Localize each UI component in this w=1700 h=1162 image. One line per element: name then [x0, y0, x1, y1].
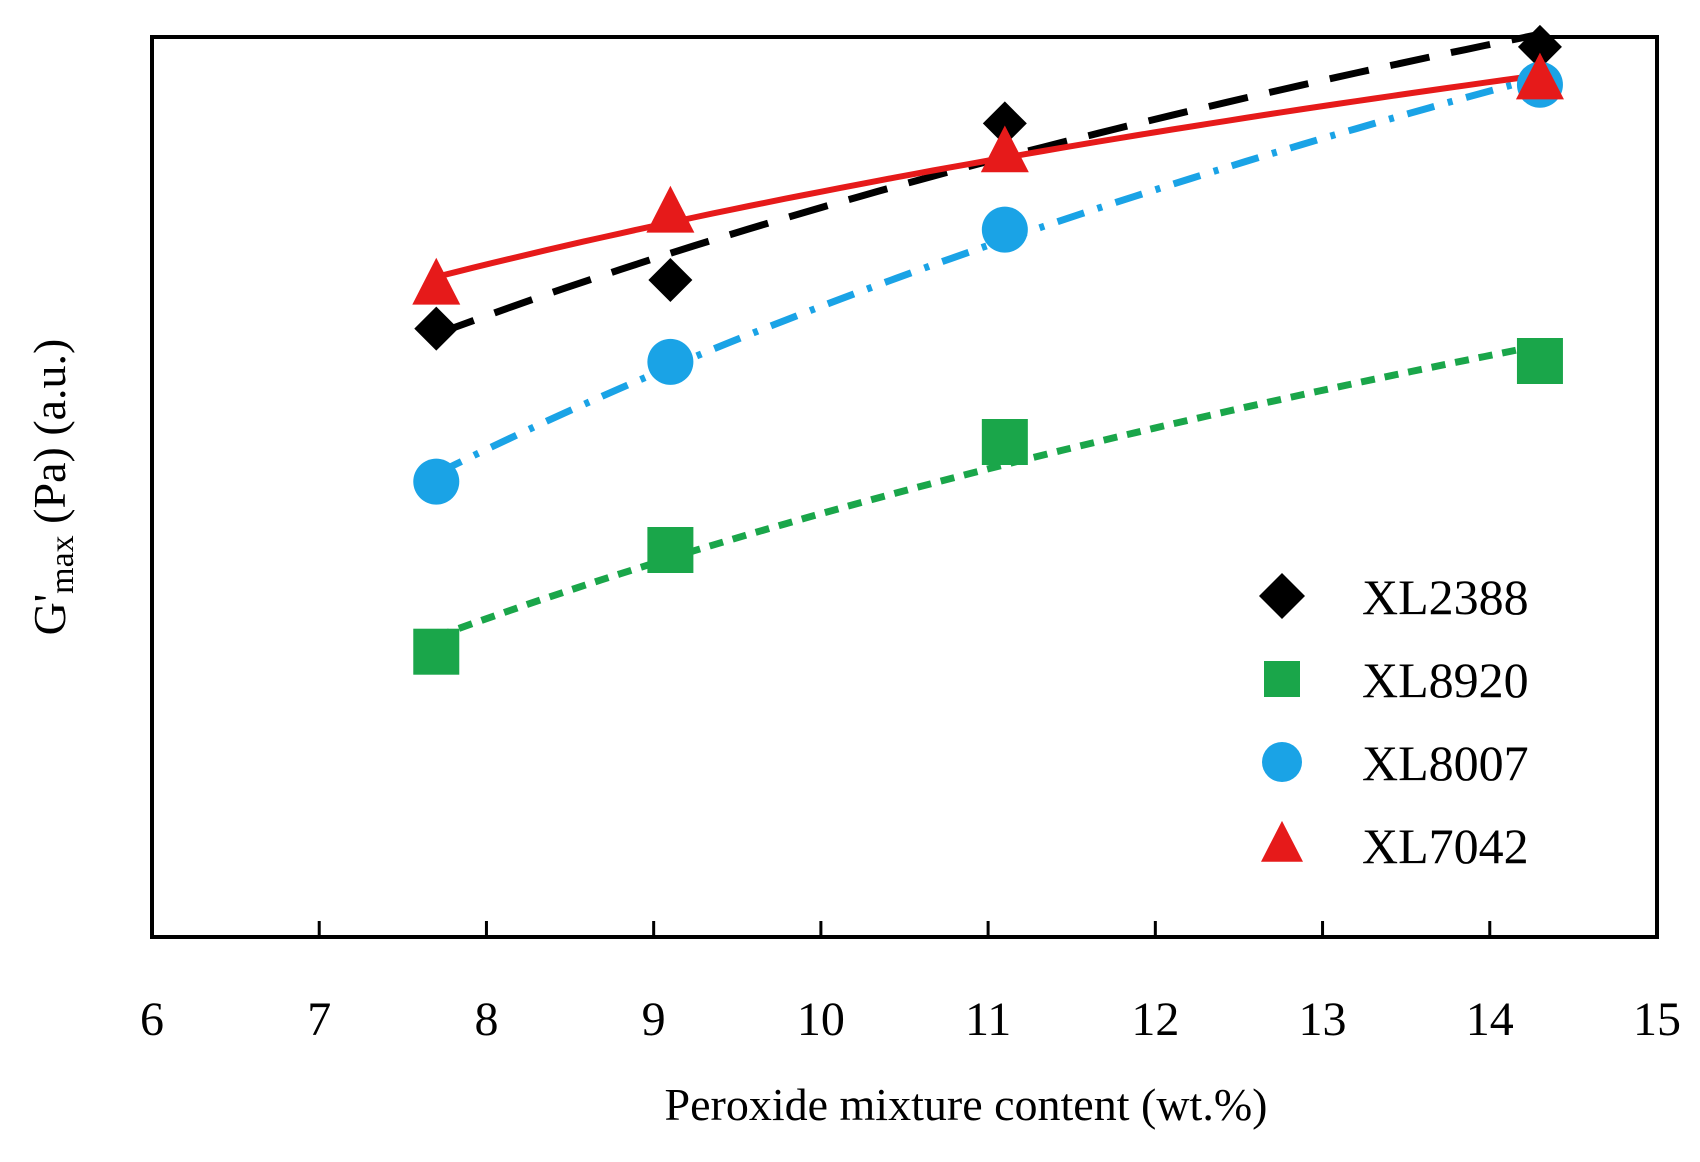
x-tick-label: 9	[642, 993, 666, 1046]
data-point-xl8920	[413, 628, 460, 675]
x-axis-title: Peroxide mixture content (wt.%)	[665, 1079, 1268, 1130]
x-tick-label: 10	[797, 993, 845, 1046]
legend-label-xl8920: XL8920	[1362, 652, 1529, 708]
legend-marker-xl7042	[1261, 820, 1303, 862]
x-axis-ticks: 6 7 8 9 10 11 12 13 14 15	[140, 921, 1681, 1046]
x-tick-label: 14	[1466, 993, 1514, 1046]
y-axis-title-rest: (Pa) (a.u.)	[24, 339, 75, 536]
data-point-xl8920	[647, 527, 694, 573]
x-tick-label: 12	[1131, 993, 1179, 1046]
trend-line-xl8920	[435, 342, 1541, 640]
data-point-xl8920	[981, 419, 1028, 465]
x-tick-label: 11	[965, 993, 1011, 1046]
legend-label-xl7042: XL7042	[1362, 818, 1529, 874]
trend-line-xl8007	[434, 74, 1541, 478]
legend-label-xl2388: XL2388	[1362, 569, 1529, 625]
legend-marker-xl2388	[1259, 573, 1305, 619]
data-point-xl7042	[1515, 52, 1564, 100]
data-point-xl7042	[980, 125, 1029, 173]
x-tick-label: 7	[307, 993, 331, 1046]
x-tick-label: 15	[1633, 993, 1681, 1046]
y-axis-title: G'max (Pa) (a.u.)	[24, 339, 81, 636]
data-point-xl2388	[648, 258, 693, 302]
y-axis-title-main: G'	[24, 594, 75, 636]
data-point-xl2388	[414, 306, 459, 351]
trend-line-xl2388	[435, 30, 1541, 338]
data-point-xl8007	[981, 206, 1028, 253]
x-tick-label: 8	[474, 993, 498, 1046]
x-tick-label: 6	[140, 993, 164, 1046]
legend-marker-xl8920	[1264, 661, 1300, 697]
legend-label-xl8007: XL8007	[1362, 735, 1529, 791]
legend-marker-xl8007	[1262, 742, 1302, 782]
data-point-xl7042	[646, 185, 695, 233]
x-tick-label: 13	[1299, 993, 1347, 1046]
data-point-xl8007	[413, 458, 460, 505]
y-axis-title-subscript: max	[44, 535, 81, 594]
data-markers	[412, 24, 1564, 675]
data-point-xl7042	[412, 257, 461, 305]
plot-frame	[150, 35, 1659, 939]
data-point-xl8007	[647, 338, 694, 385]
data-point-xl8920	[1516, 338, 1563, 384]
trend-line-xl7042	[435, 72, 1541, 280]
data-point-xl2388	[982, 101, 1027, 146]
legend: XL2388 XL8920 XL8007 XL7042	[1259, 569, 1529, 874]
